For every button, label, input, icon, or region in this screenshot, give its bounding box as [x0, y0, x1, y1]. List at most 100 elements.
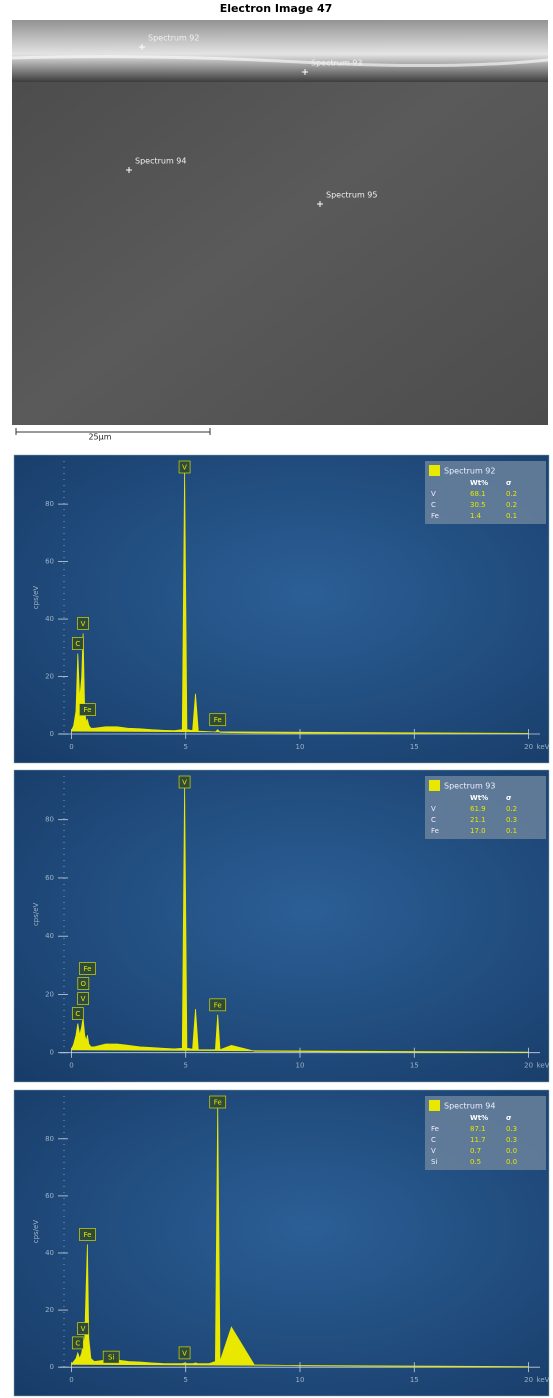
legend-cell: 0.3 [506, 1136, 517, 1144]
peak-label: V [81, 620, 86, 628]
y-tick-label: 0 [50, 1049, 54, 1057]
legend-cell: 0.1 [506, 512, 517, 520]
legend-header: Wt% [470, 1114, 488, 1122]
y-tick-label: 0 [50, 730, 54, 738]
peak-label: C [75, 1339, 80, 1347]
surface-layer [12, 20, 548, 82]
x-axis-label: keV [537, 743, 550, 751]
peak-label: Fe [83, 965, 91, 973]
x-tick-label: 5 [183, 1376, 187, 1384]
x-tick-label: 10 [296, 743, 305, 751]
legend-swatch [429, 465, 440, 476]
scale-bar-label: 25μm [88, 433, 111, 442]
y-tick-label: 80 [45, 816, 54, 824]
peak-label: Si [108, 1354, 114, 1362]
legend-cell: 1.4 [470, 512, 482, 520]
legend-cell: 61.9 [470, 805, 486, 813]
legend-header: Wt% [470, 479, 488, 487]
x-tick-label: 20 [524, 743, 533, 751]
x-tick-label: 0 [69, 1376, 73, 1384]
y-tick-label: 20 [45, 1306, 54, 1314]
x-tick-label: 10 [296, 1062, 305, 1070]
x-tick-label: 10 [296, 1376, 305, 1384]
legend-cell: C [431, 816, 436, 824]
peak-label: O [81, 980, 87, 988]
x-tick-label: 0 [69, 1062, 73, 1070]
peak-label: Fe [83, 706, 91, 714]
x-tick-label: 20 [524, 1376, 533, 1384]
y-tick-label: 60 [45, 1192, 54, 1200]
legend-cell: Si [431, 1158, 437, 1166]
figure: Electron Image 47 25μm Spectrum 92 Spectr… [0, 0, 553, 1398]
legend-cell: Fe [431, 1125, 439, 1133]
peak-label: C [75, 1010, 80, 1018]
page: {"image": {"title": "Electron Image 47",… [0, 0, 553, 1398]
marker-label: Spectrum 94 [135, 157, 187, 166]
y-tick-label: 60 [45, 874, 54, 882]
legend-swatch [429, 1100, 440, 1111]
legend-cell: 21.1 [470, 816, 486, 824]
legend-label: Spectrum 93 [444, 782, 496, 791]
legend-label: Spectrum 94 [444, 1102, 496, 1111]
y-axis-label: cps/eV [32, 902, 40, 926]
x-tick-label: 15 [410, 743, 419, 751]
y-tick-label: 20 [45, 673, 54, 681]
x-tick-label: 15 [410, 1062, 419, 1070]
legend-cell: V [431, 805, 436, 813]
y-axis-label: cps/eV [32, 1220, 40, 1244]
x-axis-label: keV [537, 1062, 550, 1070]
x-tick-label: 0 [69, 743, 73, 751]
legend-cell: 68.1 [470, 490, 486, 498]
image-title: Electron Image 47 [220, 2, 333, 15]
peak-label: Fe [214, 716, 222, 724]
peak-label: Fe [83, 1231, 91, 1239]
peak-label: V [182, 1349, 187, 1357]
marker-label: Spectrum 93 [311, 59, 363, 68]
legend-cell: V [431, 1147, 436, 1155]
legend-cell: 0.2 [506, 501, 517, 509]
legend-cell: Fe [431, 827, 439, 835]
legend-cell: V [431, 490, 436, 498]
legend-header: σ [506, 479, 512, 487]
legend-cell: 0.1 [506, 827, 517, 835]
legend-cell: 0.3 [506, 816, 517, 824]
peak-label: V [182, 779, 187, 787]
peak-label: Fe [214, 1001, 222, 1009]
y-tick-label: 20 [45, 990, 54, 998]
y-tick-label: 60 [45, 558, 54, 566]
x-tick-label: 5 [183, 1062, 187, 1070]
legend-cell: 0.0 [506, 1158, 517, 1166]
legend-cell: C [431, 501, 436, 509]
marker-label: Spectrum 92 [148, 34, 200, 43]
y-tick-label: 80 [45, 1135, 54, 1143]
legend-cell: 0.7 [470, 1147, 481, 1155]
y-tick-label: 40 [45, 1249, 54, 1257]
legend-cell: 11.7 [470, 1136, 486, 1144]
legend-cell: 0.5 [470, 1158, 481, 1166]
legend-cell: C [431, 1136, 436, 1144]
y-axis-label: cps/eV [32, 586, 40, 610]
peak-label: V [81, 1325, 86, 1333]
peak-label: V [81, 995, 86, 1003]
x-axis-label: keV [537, 1376, 550, 1384]
marker-label: Spectrum 95 [326, 191, 378, 200]
peak-label: Fe [214, 1099, 222, 1107]
y-tick-label: 80 [45, 500, 54, 508]
legend-cell: 30.5 [470, 501, 486, 509]
peak-label: C [75, 640, 80, 648]
legend-cell: 0.2 [506, 805, 517, 813]
legend-cell: 0.3 [506, 1125, 517, 1133]
x-tick-label: 5 [183, 743, 187, 751]
legend-swatch [429, 780, 440, 791]
legend-cell: Fe [431, 512, 439, 520]
legend-label: Spectrum 92 [444, 467, 496, 476]
legend-header: σ [506, 1114, 512, 1122]
x-tick-label: 15 [410, 1376, 419, 1384]
y-tick-label: 0 [50, 1363, 54, 1371]
legend-cell: 17.0 [470, 827, 486, 835]
legend-cell: 0.0 [506, 1147, 517, 1155]
legend-cell: 0.2 [506, 490, 517, 498]
legend-header: σ [506, 794, 512, 802]
y-tick-label: 40 [45, 932, 54, 940]
y-tick-label: 40 [45, 615, 54, 623]
